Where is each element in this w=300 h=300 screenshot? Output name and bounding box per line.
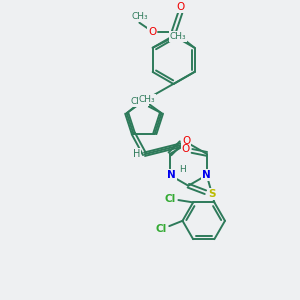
Text: N: N xyxy=(202,170,211,180)
Text: Cl: Cl xyxy=(156,224,167,234)
Text: H: H xyxy=(179,165,186,174)
Text: N: N xyxy=(140,95,148,106)
Text: O: O xyxy=(182,145,190,154)
Text: CH₃: CH₃ xyxy=(131,12,148,21)
Text: CH₃: CH₃ xyxy=(130,98,147,106)
Text: CH₃: CH₃ xyxy=(169,32,186,41)
Text: S: S xyxy=(208,189,216,199)
Text: O: O xyxy=(182,136,190,146)
Text: N: N xyxy=(167,170,176,180)
Text: O: O xyxy=(148,27,157,37)
Text: Cl: Cl xyxy=(164,194,176,205)
Text: O: O xyxy=(176,2,184,12)
Text: CH₃: CH₃ xyxy=(139,94,155,103)
Text: H: H xyxy=(133,148,140,159)
